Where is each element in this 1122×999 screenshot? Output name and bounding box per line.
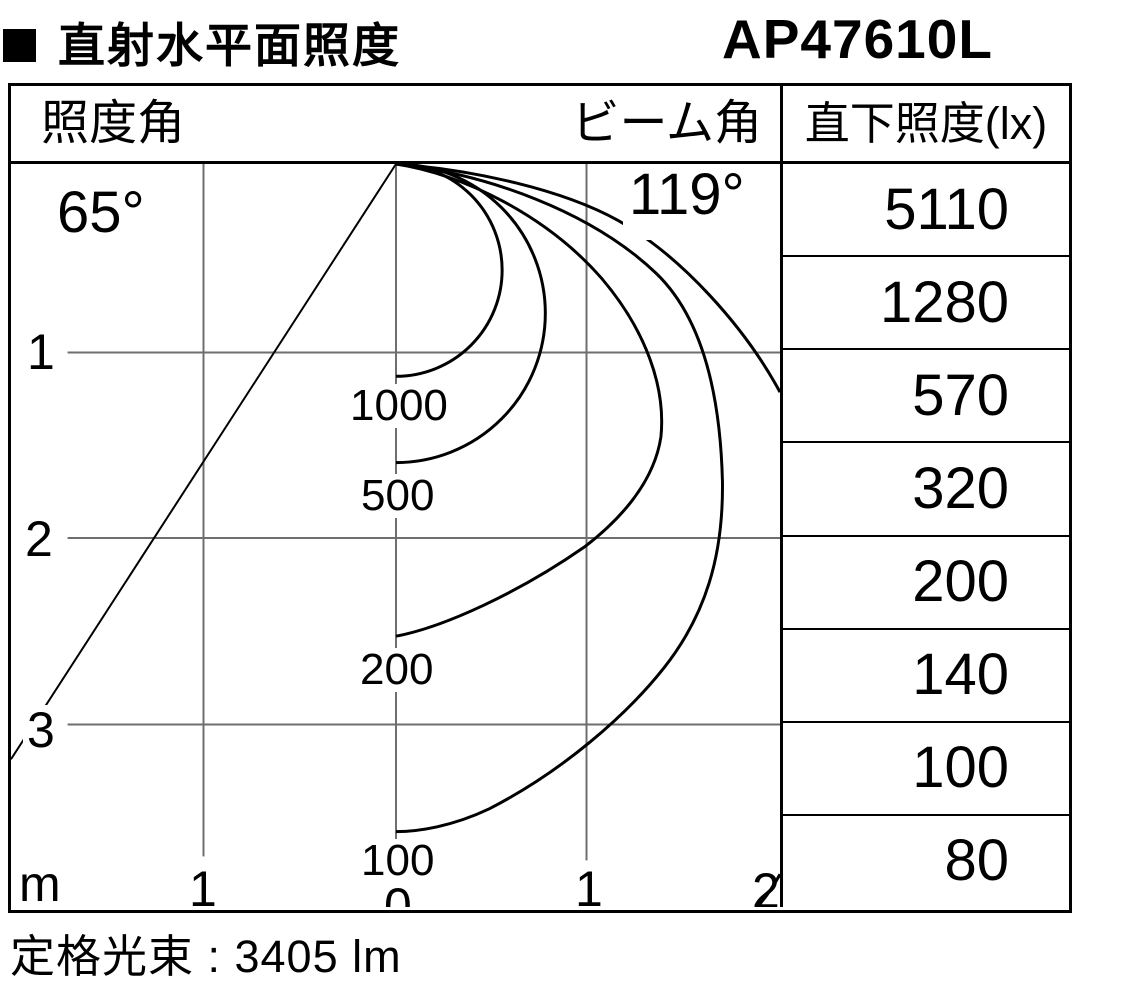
table-row: 320 xyxy=(783,441,1069,534)
panel-body-row: 65° 119° 1000 500 200 100 1 2 3 m 1 0 1 … xyxy=(11,164,1069,907)
beam-angle-value: 119° xyxy=(623,164,753,240)
rated-luminous-flux: 定格光束 : 3405 lm xyxy=(10,931,402,982)
table-row: 100 xyxy=(783,720,1069,814)
table-row: 140 xyxy=(783,627,1069,721)
table-row: 200 xyxy=(783,534,1069,628)
page-title: 直射水平面照度 xyxy=(3,22,401,69)
illuminance-value: 100 xyxy=(912,735,1009,801)
model-number: AP47610L xyxy=(722,8,993,70)
isolux-curve-200lx xyxy=(395,164,664,638)
panel-header-row: 照度角 ビーム角 直下照度(lx) xyxy=(11,86,1069,164)
illuminance-angle-header: 照度角 xyxy=(41,96,186,150)
title-bullet-square-icon xyxy=(3,29,36,62)
isolux-chart-canvas xyxy=(11,164,780,907)
isolux-chart: 65° 119° 1000 500 200 100 1 2 3 m 1 0 1 … xyxy=(11,164,783,907)
isolux-curve-outer-corner xyxy=(756,873,780,907)
illuminance-value: 320 xyxy=(912,455,1009,521)
illuminance-value: 140 xyxy=(912,642,1009,708)
illuminance-value: 570 xyxy=(912,362,1009,428)
header-cell-table: 直下照度(lx) xyxy=(783,86,1069,161)
isolux-curve-100lx xyxy=(395,164,724,834)
table-row: 5110 xyxy=(783,164,1069,255)
isolux-curve-500lx xyxy=(395,164,547,465)
illuminance-value: 80 xyxy=(944,828,1009,894)
illuminance-value: 200 xyxy=(912,549,1009,615)
table-row: 80 xyxy=(783,813,1069,907)
x-axis-tick-left-1m: 1 xyxy=(189,861,217,907)
direct-illuminance-table: 5110 1280 570 320 200 140 100 80 xyxy=(783,164,1069,907)
illuminance-value: 1280 xyxy=(879,269,1009,335)
x-axis-tick-0m: 0 xyxy=(384,878,412,907)
isolux-label-200: 200 xyxy=(354,648,440,692)
page-title-text: 直射水平面照度 xyxy=(58,19,401,72)
isolux-label-500: 500 xyxy=(355,474,441,518)
y-axis-tick-2m: 2 xyxy=(25,511,53,567)
header-cell-angles: 照度角 ビーム角 xyxy=(11,86,783,161)
table-row: 570 xyxy=(783,348,1069,441)
y-axis-tick-3m: 3 xyxy=(23,705,59,755)
illuminance-angle-value: 65° xyxy=(57,180,145,245)
direct-illuminance-header: 直下照度(lx) xyxy=(804,98,1048,149)
isolux-label-1000: 1000 xyxy=(344,384,454,428)
y-axis-unit: m xyxy=(19,856,61,907)
y-axis-tick-1m: 1 xyxy=(27,324,55,380)
isolux-label-100: 100 xyxy=(355,839,441,883)
illuminance-angle-line xyxy=(11,164,397,760)
x-axis-tick-right-2m: 2 xyxy=(752,863,780,907)
table-row: 1280 xyxy=(783,255,1069,348)
title-row: 直射水平面照度 AP47610L xyxy=(0,0,1122,83)
isolux-curve-outer xyxy=(395,164,780,393)
beam-angle-header: ビーム角 xyxy=(571,96,762,150)
x-axis-tick-right-1m: 1 xyxy=(575,861,603,907)
photometric-panel: 照度角 ビーム角 直下照度(lx) xyxy=(8,83,1072,913)
illuminance-value: 5110 xyxy=(884,176,1009,242)
